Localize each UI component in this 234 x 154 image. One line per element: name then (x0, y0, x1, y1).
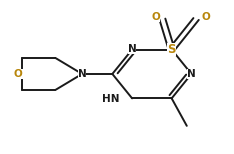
Text: N: N (187, 69, 196, 79)
Text: O: O (202, 12, 211, 22)
Text: N: N (128, 44, 136, 54)
Text: O: O (151, 12, 160, 22)
Text: S: S (167, 43, 176, 56)
Text: HN: HN (102, 94, 119, 104)
Text: O: O (14, 69, 22, 79)
Text: N: N (78, 69, 87, 79)
